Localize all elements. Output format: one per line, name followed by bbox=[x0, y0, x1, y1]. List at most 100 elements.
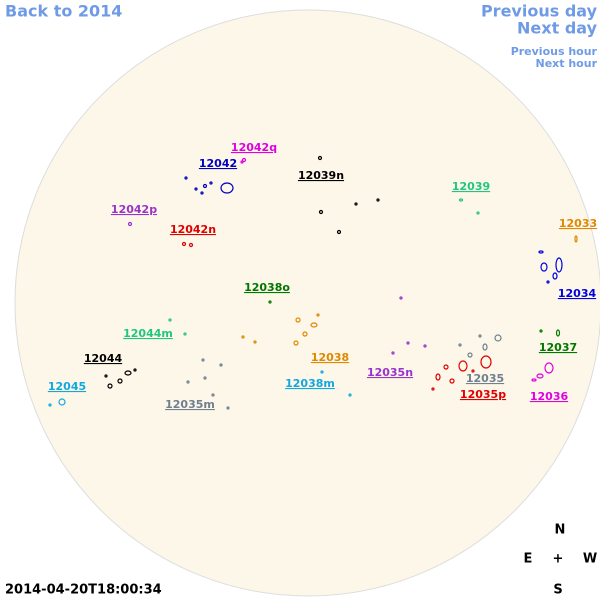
region-label[interactable]: 12038o bbox=[244, 281, 290, 294]
region-label[interactable]: 12038m bbox=[285, 377, 335, 390]
spot-contour bbox=[555, 257, 563, 273]
spot-contour bbox=[467, 352, 473, 358]
spot-contour bbox=[443, 364, 449, 370]
spot-contour bbox=[184, 176, 188, 180]
spot-contour bbox=[399, 296, 403, 300]
spot-contour bbox=[318, 209, 324, 215]
region-label[interactable]: 12042p bbox=[111, 203, 157, 216]
spot-contour bbox=[540, 262, 548, 272]
spot-contour bbox=[476, 211, 480, 215]
spot-contour bbox=[458, 198, 464, 202]
region-label[interactable]: 12035m bbox=[165, 398, 215, 411]
spot-contour bbox=[431, 387, 435, 391]
spot-contour bbox=[471, 369, 475, 373]
region-label[interactable]: 12038 bbox=[311, 351, 349, 364]
spot-contour bbox=[376, 198, 380, 202]
spot-contour bbox=[449, 378, 455, 384]
region-label[interactable]: 12035p bbox=[460, 388, 506, 401]
spot-contour bbox=[544, 362, 554, 374]
spot-contour bbox=[458, 360, 468, 372]
spot-contour bbox=[555, 329, 561, 337]
region-label[interactable]: 12042 bbox=[199, 157, 237, 170]
spot-contour bbox=[336, 229, 342, 235]
spot-contour bbox=[423, 344, 427, 348]
spot-contour bbox=[494, 334, 502, 342]
spot-contour bbox=[482, 343, 488, 351]
spot-contour bbox=[104, 374, 108, 378]
spot-contour bbox=[458, 343, 462, 347]
compass-center: + bbox=[553, 552, 564, 567]
previous-day-link[interactable]: Previous day bbox=[481, 2, 598, 21]
spot-contour bbox=[478, 334, 482, 338]
spot-contour bbox=[226, 406, 230, 410]
spot-contour bbox=[133, 368, 137, 372]
region-label[interactable]: 12044 bbox=[84, 352, 123, 365]
region-label[interactable]: 12039n bbox=[298, 169, 344, 182]
region-label[interactable]: 12036 bbox=[530, 390, 569, 403]
spot-contour bbox=[127, 221, 133, 227]
spot-contour bbox=[202, 183, 208, 189]
spot-contour bbox=[435, 373, 441, 381]
spot-contour bbox=[317, 155, 323, 161]
next-hour-link[interactable]: Next hour bbox=[536, 57, 598, 70]
spot-contour bbox=[253, 340, 257, 344]
previous-hour-link[interactable]: Previous hour bbox=[511, 45, 598, 58]
spot-contour bbox=[107, 383, 113, 389]
spot-contour bbox=[295, 317, 301, 323]
region-label[interactable]: 12033 bbox=[559, 217, 597, 230]
region-label[interactable]: 12034 bbox=[558, 287, 597, 300]
compass-west: W bbox=[583, 552, 597, 567]
spot-contour bbox=[186, 380, 190, 384]
spot-contour bbox=[348, 393, 352, 397]
back-link[interactable]: Back to 2014 bbox=[5, 2, 122, 21]
spot-contour bbox=[268, 300, 272, 304]
spot-contour bbox=[200, 191, 204, 195]
spot-contour bbox=[241, 157, 247, 163]
spot-contour bbox=[219, 363, 223, 367]
spot-contour bbox=[168, 318, 172, 322]
spot-contour bbox=[240, 160, 244, 164]
spot-contour bbox=[354, 202, 358, 206]
region-label[interactable]: 12045 bbox=[48, 380, 86, 393]
region-label[interactable]: 12042n bbox=[170, 223, 216, 236]
spot-contour bbox=[406, 341, 410, 345]
region-label[interactable]: 12035 bbox=[466, 372, 504, 385]
spot-contour bbox=[201, 358, 205, 362]
compass-south: S bbox=[553, 583, 562, 598]
spot-contour bbox=[480, 355, 492, 369]
spot-contour bbox=[539, 329, 543, 333]
region-label[interactable]: 12035n bbox=[367, 366, 413, 379]
spot-contour bbox=[48, 403, 52, 407]
spot-contour bbox=[574, 235, 578, 243]
compass: N E + W S bbox=[524, 523, 598, 598]
timestamp: 2014-04-20T18:00:34 bbox=[5, 583, 162, 598]
spot-contour bbox=[209, 181, 213, 185]
region-label[interactable]: 12042q bbox=[231, 141, 277, 154]
spot-contour bbox=[124, 370, 132, 376]
spot-contour bbox=[183, 332, 187, 336]
spot-contour bbox=[316, 313, 320, 317]
spot-contour bbox=[293, 340, 299, 346]
spot-contour bbox=[552, 272, 558, 280]
region-label[interactable]: 12037 bbox=[539, 341, 577, 354]
spot-contour bbox=[58, 398, 66, 406]
spot-contour bbox=[546, 280, 550, 284]
spot-contour bbox=[536, 373, 544, 379]
next-day-link[interactable]: Next day bbox=[517, 19, 598, 38]
spot-contour bbox=[220, 182, 234, 194]
spot-contour bbox=[302, 331, 308, 337]
compass-north: N bbox=[555, 523, 566, 538]
spot-contour bbox=[531, 378, 537, 382]
region-label[interactable]: 12044m bbox=[123, 327, 173, 340]
spot-contour bbox=[241, 335, 245, 339]
spot-contour bbox=[194, 187, 198, 191]
spot-contour bbox=[181, 241, 187, 247]
spot-contour bbox=[391, 351, 395, 355]
spot-contour bbox=[188, 242, 194, 248]
spot-contour bbox=[203, 376, 207, 380]
spot-contour bbox=[320, 370, 324, 374]
region-label[interactable]: 12039 bbox=[452, 180, 490, 193]
spot-contour bbox=[538, 250, 544, 254]
compass-east: E bbox=[524, 552, 533, 567]
